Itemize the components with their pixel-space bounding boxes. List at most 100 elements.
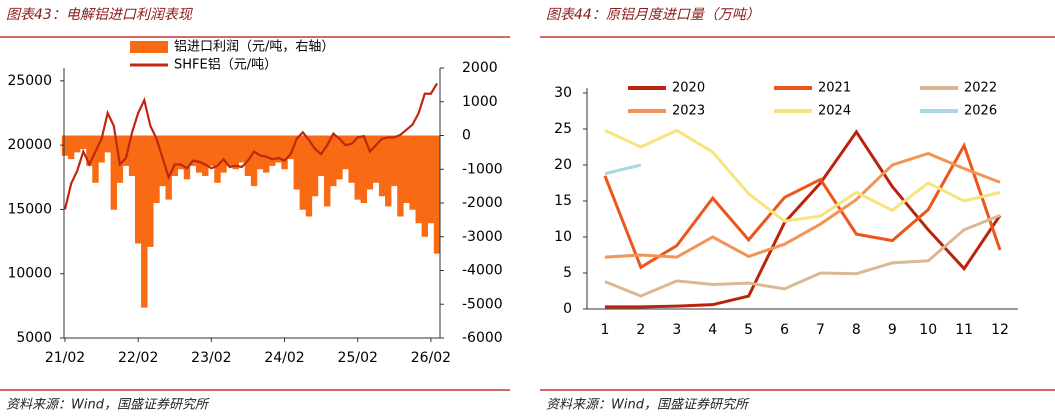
profit-bar	[128, 135, 136, 176]
profit-bar	[311, 135, 319, 197]
profit-bar	[250, 135, 258, 187]
profit-bar	[263, 135, 270, 173]
y2-tick-label: -2000	[462, 195, 503, 211]
x-tick-label: 21/02	[45, 350, 85, 366]
x-tick-label: 23/02	[191, 350, 231, 366]
y-tick-label: 20000	[7, 137, 52, 153]
series-line	[604, 128, 1001, 223]
profit-bar	[336, 135, 343, 180]
profit-bar	[183, 135, 191, 180]
profit-bar	[354, 135, 361, 200]
profit-bar	[214, 135, 221, 183]
profit-bar	[171, 135, 178, 176]
legend-label: 2026	[964, 104, 997, 119]
y-tick-label: 10000	[7, 266, 52, 282]
profit-bar	[226, 135, 233, 166]
profit-bar	[415, 135, 422, 224]
profit-bar	[403, 135, 410, 203]
profit-bar	[73, 135, 81, 153]
y-tick-label: 30	[554, 85, 572, 101]
profit-bar	[360, 135, 368, 203]
y2-tick-label: 2000	[462, 60, 498, 76]
profit-bar	[342, 135, 349, 170]
legend-label: SHFE铝（元/吨）	[174, 58, 277, 73]
chart-title: 图表43：电解铝进口利润表现	[6, 7, 194, 23]
profit-bar	[177, 135, 185, 170]
x-tick-label: 5	[744, 322, 753, 338]
profit-bar	[104, 135, 111, 153]
x-tick-label: 3	[672, 322, 681, 338]
profit-bar	[391, 135, 398, 187]
x-tick-label: 6	[780, 322, 789, 338]
profit-bar	[397, 135, 404, 217]
x-tick-label: 2	[636, 322, 645, 338]
x-tick-label: 9	[888, 322, 897, 338]
profit-bar	[244, 135, 252, 176]
profit-bar	[305, 135, 313, 217]
y-tick-label: 10	[554, 229, 572, 245]
profit-bar	[232, 135, 239, 170]
profit-bar	[433, 135, 441, 254]
legend-label: 2020	[672, 81, 705, 96]
profit-bar	[317, 135, 325, 176]
profit-bar	[409, 135, 416, 210]
profit-bar	[195, 135, 203, 173]
profit-bar	[366, 135, 374, 190]
profit-bar	[238, 135, 246, 163]
x-tick-label: 25/02	[338, 350, 378, 366]
y-tick-label: 25	[554, 121, 572, 137]
profit-bar	[324, 135, 331, 207]
x-tick-label: 26/02	[411, 350, 451, 366]
profit-bar	[330, 135, 337, 187]
series-line	[604, 151, 1001, 259]
profit-bar	[287, 135, 294, 160]
price-line	[63, 82, 438, 210]
profit-bar	[202, 135, 209, 176]
profit-bar	[281, 135, 288, 170]
profit-bar	[385, 135, 392, 207]
x-tick-label: 24/02	[264, 350, 304, 366]
legend-label: 2024	[818, 104, 851, 119]
series-line	[603, 141, 1002, 270]
profit-bar	[348, 135, 355, 183]
source: 资料来源：Wind，国盛证券研究所	[546, 397, 750, 413]
y2-tick-label: 0	[462, 128, 471, 144]
y2-tick-label: -6000	[462, 330, 503, 346]
profit-bar	[165, 135, 172, 200]
x-tick-label: 1	[600, 322, 609, 338]
x-tick-label: 8	[852, 322, 861, 338]
legend-label: 2022	[964, 81, 997, 96]
y2-tick-label: -3000	[462, 229, 503, 245]
x-tick-label: 4	[708, 322, 717, 338]
source: 资料来源：Wind，国盛证券研究所	[6, 397, 210, 413]
profit-bar	[421, 135, 429, 237]
profit-bar	[293, 135, 300, 190]
series-line	[604, 129, 1002, 309]
profit-bar	[269, 135, 276, 166]
profit-bar	[275, 135, 282, 163]
profit-bar	[61, 135, 69, 156]
y-tick-label: 20	[554, 157, 572, 173]
profit-bar	[98, 135, 105, 163]
profit-bar	[80, 135, 87, 149]
legend-label: 2023	[672, 104, 705, 119]
x-tick-label: 12	[991, 322, 1009, 338]
y-tick-label: 5000	[16, 330, 52, 346]
legend-swatch	[130, 41, 168, 53]
profit-bar	[189, 135, 197, 166]
profit-bar	[256, 135, 264, 170]
profit-bar	[220, 135, 227, 173]
legend-label: 2021	[818, 81, 851, 96]
y-tick-label: 15	[554, 193, 572, 209]
y2-tick-label: -1000	[462, 161, 503, 177]
y2-tick-label: -5000	[462, 296, 503, 312]
profit-bar	[134, 135, 142, 244]
x-tick-label: 22/02	[118, 350, 158, 366]
series-line	[604, 214, 1001, 298]
profit-bar	[110, 135, 117, 210]
y2-tick-label: -4000	[462, 263, 503, 279]
x-tick-label: 7	[816, 322, 825, 338]
profit-bar	[141, 135, 148, 308]
y2-tick-label: 1000	[462, 94, 498, 110]
